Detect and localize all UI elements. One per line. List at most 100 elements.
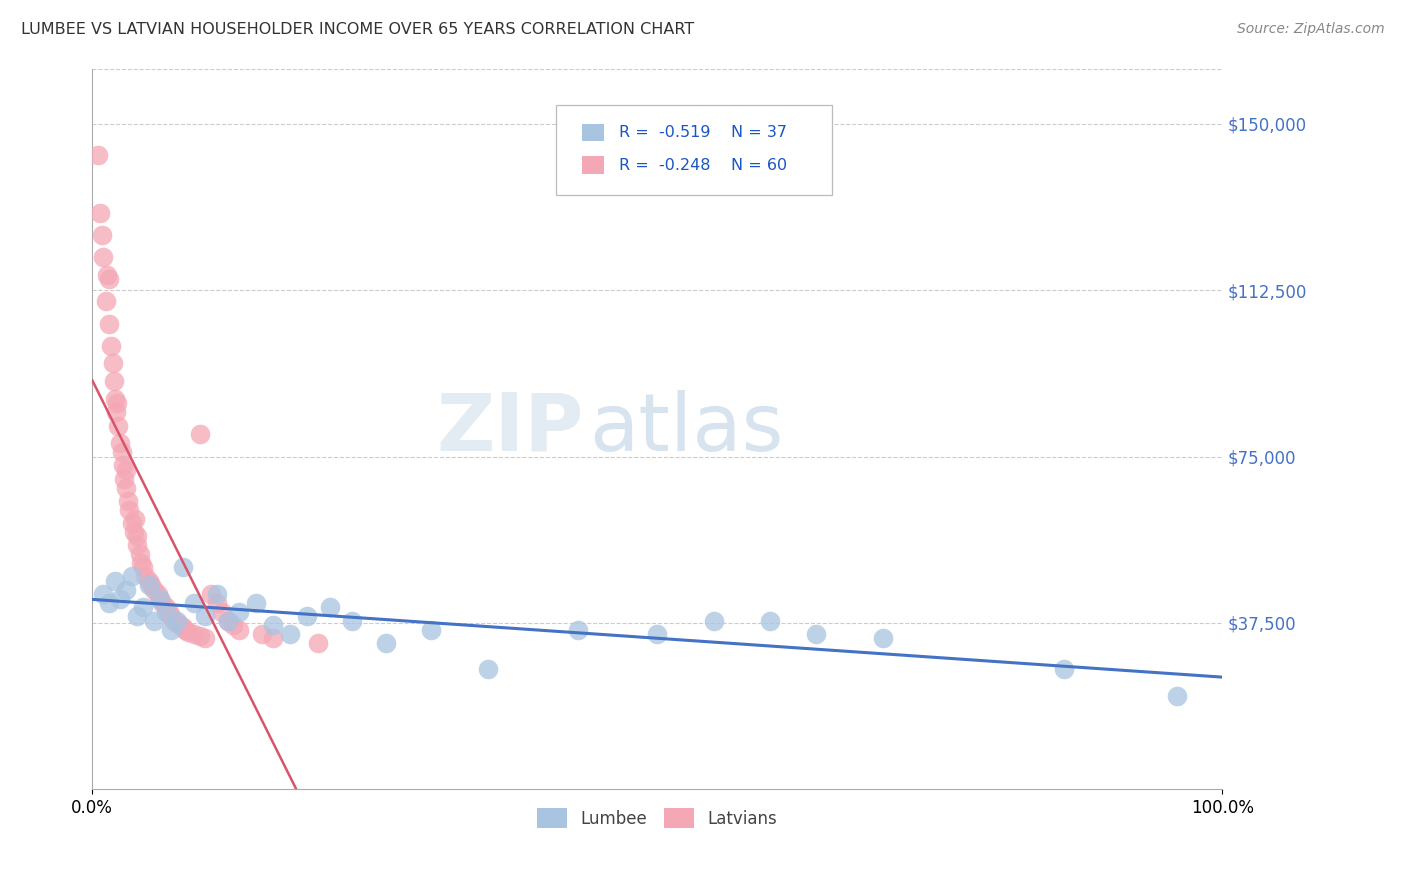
Point	[139, 578, 162, 592]
Point	[89, 205, 111, 219]
Point	[222, 618, 245, 632]
Point	[111, 458, 134, 473]
Point	[172, 620, 194, 634]
Point	[872, 632, 894, 646]
Point	[124, 511, 146, 525]
Point	[110, 436, 132, 450]
Point	[172, 560, 194, 574]
Point	[143, 614, 166, 628]
Point	[194, 632, 217, 646]
Point	[1166, 689, 1188, 703]
Point	[211, 605, 233, 619]
Point	[1053, 663, 1076, 677]
Point	[121, 516, 143, 530]
Point	[134, 569, 156, 583]
Point	[420, 623, 443, 637]
Point	[703, 614, 725, 628]
Point	[118, 503, 141, 517]
Point	[183, 596, 205, 610]
Point	[340, 614, 363, 628]
Point	[477, 663, 499, 677]
Point	[98, 596, 121, 610]
Point	[307, 636, 329, 650]
Point	[160, 609, 183, 624]
Point	[228, 605, 250, 619]
Point	[127, 609, 149, 624]
Point	[278, 627, 301, 641]
Point	[567, 623, 589, 637]
Point	[127, 538, 149, 552]
Point	[217, 614, 239, 628]
Point	[104, 405, 127, 419]
Point	[146, 587, 169, 601]
Point	[160, 623, 183, 637]
Text: LUMBEE VS LATVIAN HOUSEHOLDER INCOME OVER 65 YEARS CORRELATION CHART: LUMBEE VS LATVIAN HOUSEHOLDER INCOME OVE…	[21, 22, 695, 37]
Point	[93, 587, 115, 601]
Point	[183, 627, 205, 641]
Point	[262, 618, 284, 632]
Point	[200, 587, 222, 601]
Point	[110, 591, 132, 606]
Point	[169, 618, 191, 632]
Point	[177, 624, 200, 639]
Point	[104, 392, 127, 406]
Point	[128, 547, 150, 561]
Point	[166, 614, 188, 628]
Point	[107, 418, 129, 433]
Point	[295, 609, 318, 624]
Point	[157, 605, 180, 619]
Point	[115, 463, 138, 477]
Point	[205, 596, 228, 610]
Point	[103, 374, 125, 388]
Point	[122, 524, 145, 539]
Point	[138, 578, 160, 592]
Point	[166, 615, 188, 630]
FancyBboxPatch shape	[555, 104, 832, 194]
Point	[91, 227, 114, 242]
Point	[150, 596, 173, 610]
Point	[129, 556, 152, 570]
Point	[149, 591, 172, 606]
Point	[228, 623, 250, 637]
Point	[98, 272, 121, 286]
Point	[188, 427, 211, 442]
Point	[127, 529, 149, 543]
Legend: Lumbee, Latvians: Lumbee, Latvians	[530, 801, 785, 835]
Point	[245, 596, 267, 610]
Point	[162, 614, 184, 628]
Point	[318, 600, 340, 615]
Point	[132, 560, 155, 574]
Point	[188, 629, 211, 643]
Text: R =  -0.519    N = 37: R = -0.519 N = 37	[619, 125, 787, 140]
Point	[149, 591, 172, 606]
Point	[121, 569, 143, 583]
Point	[112, 472, 135, 486]
Point	[105, 396, 128, 410]
Point	[98, 317, 121, 331]
Point	[759, 614, 782, 628]
Point	[194, 609, 217, 624]
Point	[645, 627, 668, 641]
Point	[117, 494, 139, 508]
Point	[87, 148, 110, 162]
Text: atlas: atlas	[589, 390, 785, 468]
Point	[115, 582, 138, 597]
Text: ZIP: ZIP	[437, 390, 583, 468]
Point	[262, 632, 284, 646]
Point	[101, 356, 124, 370]
Point	[104, 574, 127, 588]
Point	[205, 587, 228, 601]
Text: Source: ZipAtlas.com: Source: ZipAtlas.com	[1237, 22, 1385, 37]
Text: R =  -0.248    N = 60: R = -0.248 N = 60	[619, 158, 787, 172]
Point	[96, 268, 118, 282]
Point	[217, 614, 239, 628]
Point	[132, 600, 155, 615]
Point	[155, 605, 177, 619]
Point	[250, 627, 273, 641]
Point	[115, 481, 138, 495]
Point	[138, 574, 160, 588]
FancyBboxPatch shape	[582, 124, 605, 141]
Point	[804, 627, 827, 641]
Point	[173, 623, 195, 637]
FancyBboxPatch shape	[582, 156, 605, 174]
